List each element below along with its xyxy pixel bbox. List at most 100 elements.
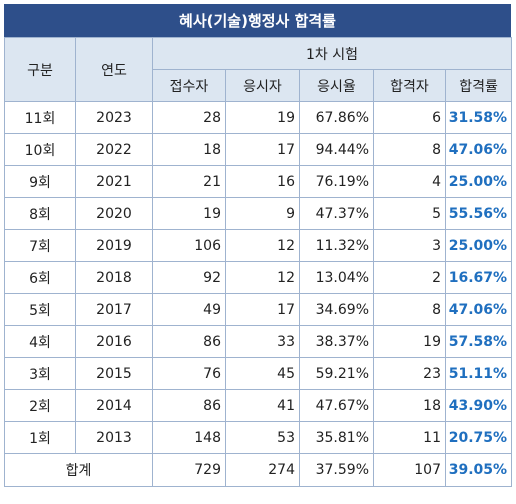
round-cell: 11회 (4, 101, 76, 134)
table-row: 2회 2014 86 41 47.67% 18 43.90% (4, 389, 513, 422)
year-cell: 2018 (75, 261, 153, 294)
year-cell: 2013 (75, 421, 153, 454)
pass-rate-cell: 57.58% (444, 325, 513, 358)
total-pass-rate: 39.05% (444, 453, 513, 487)
round-cell: 3회 (4, 357, 76, 390)
exam-rate-cell: 38.37% (299, 325, 374, 358)
pass-rate-cell: 47.06% (444, 293, 513, 326)
pass-rate-cell: 43.90% (444, 389, 513, 422)
header-examinees: 응시자 (225, 69, 300, 102)
examinees-cell: 45 (225, 357, 300, 390)
header-exam-rate: 응시율 (299, 69, 374, 102)
round-cell: 4회 (4, 325, 76, 358)
passers-cell: 6 (373, 101, 446, 134)
round-cell: 5회 (4, 293, 76, 326)
pass-rate-cell: 47.06% (444, 133, 513, 166)
applicants-cell: 86 (152, 389, 226, 422)
total-row: 합계 729 274 37.59% 107 39.05% (4, 453, 513, 487)
applicants-cell: 106 (152, 229, 226, 262)
passers-cell: 5 (373, 197, 446, 230)
applicants-cell: 19 (152, 197, 226, 230)
exam-rate-cell: 67.86% (299, 101, 374, 134)
applicants-cell: 76 (152, 357, 226, 390)
examinees-cell: 41 (225, 389, 300, 422)
round-cell: 7회 (4, 229, 76, 262)
passers-cell: 8 (373, 293, 446, 326)
year-cell: 2022 (75, 133, 153, 166)
pass-rate-cell: 31.58% (444, 101, 513, 134)
total-label: 합계 (4, 453, 153, 487)
pass-rate-table-panel: 혜사(기술)행정사 합격률 구분 연도 1차 시험 접수자 응시자 응시율 합격… (4, 4, 513, 487)
table-row: 5회 2017 49 17 34.69% 8 47.06% (4, 293, 513, 326)
year-cell: 2016 (75, 325, 153, 358)
total-examinees: 274 (225, 453, 300, 487)
passers-cell: 19 (373, 325, 446, 358)
table-row: 1회 2013 148 53 35.81% 11 20.75% (4, 421, 513, 454)
examinees-cell: 17 (225, 293, 300, 326)
year-cell: 2020 (75, 197, 153, 230)
examinees-cell: 33 (225, 325, 300, 358)
year-cell: 2017 (75, 293, 153, 326)
round-cell: 2회 (4, 389, 76, 422)
passers-cell: 4 (373, 165, 446, 198)
exam-rate-cell: 76.19% (299, 165, 374, 198)
passers-cell: 8 (373, 133, 446, 166)
applicants-cell: 49 (152, 293, 226, 326)
header-applicants: 접수자 (152, 69, 226, 102)
passers-cell: 18 (373, 389, 446, 422)
pass-rate-cell: 25.00% (444, 165, 513, 198)
header-year: 연도 (75, 37, 153, 102)
table-title: 혜사(기술)행정사 합격률 (4, 4, 511, 37)
exam-rate-cell: 94.44% (299, 133, 374, 166)
examinees-cell: 16 (225, 165, 300, 198)
table-row: 3회 2015 76 45 59.21% 23 51.11% (4, 357, 513, 390)
examinees-cell: 9 (225, 197, 300, 230)
exam-rate-cell: 11.32% (299, 229, 374, 262)
exam-rate-cell: 35.81% (299, 421, 374, 454)
total-exam-rate: 37.59% (299, 453, 374, 487)
header-category: 구분 (4, 37, 76, 102)
examinees-cell: 12 (225, 261, 300, 294)
passers-cell: 3 (373, 229, 446, 262)
round-cell: 10회 (4, 133, 76, 166)
year-cell: 2023 (75, 101, 153, 134)
pass-rate-cell: 25.00% (444, 229, 513, 262)
table-row: 11회 2023 28 19 67.86% 6 31.58% (4, 101, 513, 134)
table-row: 4회 2016 86 33 38.37% 19 57.58% (4, 325, 513, 358)
pass-rate-cell: 55.56% (444, 197, 513, 230)
total-applicants: 729 (152, 453, 226, 487)
header-pass-rate: 합격률 (444, 69, 513, 102)
header-first-exam: 1차 시험 (151, 37, 513, 70)
applicants-cell: 21 (152, 165, 226, 198)
applicants-cell: 86 (152, 325, 226, 358)
exam-rate-cell: 13.04% (299, 261, 374, 294)
table-row: 8회 2020 19 9 47.37% 5 55.56% (4, 197, 513, 230)
total-passers: 107 (373, 453, 446, 487)
year-cell: 2014 (75, 389, 153, 422)
year-cell: 2019 (75, 229, 153, 262)
examinees-cell: 19 (225, 101, 300, 134)
round-cell: 9회 (4, 165, 76, 198)
applicants-cell: 92 (152, 261, 226, 294)
table-row: 7회 2019 106 12 11.32% 3 25.00% (4, 229, 513, 262)
applicants-cell: 28 (152, 101, 226, 134)
year-cell: 2015 (75, 357, 153, 390)
table-row: 10회 2022 18 17 94.44% 8 47.06% (4, 133, 513, 166)
pass-rate-table: 구분 연도 1차 시험 접수자 응시자 응시율 합격자 합격률 11회 2023… (4, 37, 513, 487)
examinees-cell: 17 (225, 133, 300, 166)
header-passers: 합격자 (373, 69, 446, 102)
exam-rate-cell: 59.21% (299, 357, 374, 390)
passers-cell: 2 (373, 261, 446, 294)
examinees-cell: 12 (225, 229, 300, 262)
exam-rate-cell: 47.67% (299, 389, 374, 422)
table-row: 9회 2021 21 16 76.19% 4 25.00% (4, 165, 513, 198)
table-row: 6회 2018 92 12 13.04% 2 16.67% (4, 261, 513, 294)
exam-rate-cell: 47.37% (299, 197, 374, 230)
examinees-cell: 53 (225, 421, 300, 454)
pass-rate-cell: 16.67% (444, 261, 513, 294)
passers-cell: 11 (373, 421, 446, 454)
round-cell: 1회 (4, 421, 76, 454)
passers-cell: 23 (373, 357, 446, 390)
pass-rate-cell: 51.11% (444, 357, 513, 390)
applicants-cell: 148 (152, 421, 226, 454)
